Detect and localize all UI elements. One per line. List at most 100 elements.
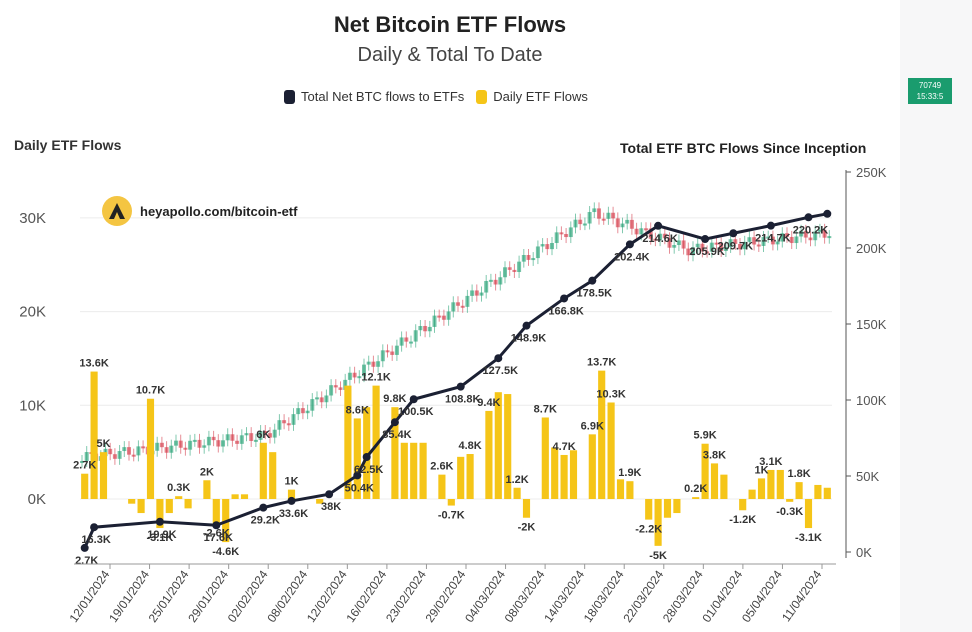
daily-bar	[598, 370, 606, 499]
candle-body	[230, 434, 235, 441]
daily-bar	[99, 452, 108, 499]
daily-data-label: 2K	[200, 466, 214, 478]
daily-data-label: -3.1K	[146, 532, 173, 544]
cumulative-data-label: 85.4K	[382, 429, 411, 441]
cumulative-data-label: 38K	[321, 501, 341, 513]
candle-body	[714, 242, 719, 245]
candle-body	[493, 279, 498, 285]
candle-body	[747, 237, 752, 242]
candle-body	[451, 302, 456, 312]
candle-body	[376, 361, 381, 367]
candle-body	[611, 212, 616, 219]
candle-body	[122, 447, 127, 452]
candle-body	[606, 212, 611, 219]
candle-body	[188, 440, 193, 450]
legend-label-total: Total Net BTC flows to ETFs	[301, 89, 465, 104]
right-tick-label: 150K	[856, 317, 887, 332]
brand-watermark: heyapollo.com/bitcoin-etf	[102, 196, 297, 226]
candle-body	[597, 208, 601, 219]
cumulative-point	[409, 395, 418, 404]
brand-text: heyapollo.com/bitcoin-etf	[140, 203, 298, 219]
daily-data-label: 8.7K	[534, 403, 557, 415]
cumulative-data-label: 209.7K	[718, 240, 754, 252]
candle-body	[573, 219, 578, 228]
daily-bar	[541, 417, 549, 499]
daily-data-label: 1.9K	[618, 467, 641, 479]
x-tick-label: 11/04/2024	[779, 567, 825, 624]
candle-body	[803, 230, 808, 238]
daily-bar	[513, 487, 521, 499]
candle-body	[738, 243, 742, 250]
candle-body	[733, 239, 738, 244]
cumulative-point	[353, 471, 362, 480]
daily-bar	[316, 499, 324, 504]
daily-bar	[419, 442, 427, 499]
candle-body	[667, 238, 672, 248]
daily-data-label: 2.6K	[430, 461, 453, 473]
candle-body	[676, 240, 681, 246]
cumulative-point	[362, 453, 371, 461]
daily-bar	[344, 385, 352, 499]
candle-body	[338, 387, 343, 390]
candle-body	[357, 376, 362, 379]
candle-body	[672, 245, 677, 248]
candle-body	[639, 228, 644, 235]
daily-bar	[645, 499, 653, 520]
daily-bar	[748, 489, 756, 499]
candle-body	[394, 345, 399, 355]
daily-bar	[626, 481, 634, 499]
cumulative-point	[701, 235, 710, 244]
daily-bar	[175, 496, 183, 499]
daily-data-label: 4.8K	[458, 440, 481, 452]
candle-body	[404, 337, 409, 342]
candle-body	[286, 423, 291, 426]
side-panel	[900, 0, 972, 632]
candle-body	[192, 439, 197, 442]
cumulative-point	[522, 321, 531, 330]
daily-data-label: -5K	[649, 550, 667, 562]
candle-body	[550, 243, 554, 250]
cumulative-point	[456, 382, 465, 391]
daily-bar	[81, 473, 89, 499]
cumulative-data-label: 166.8K	[548, 305, 584, 317]
cumulative-data-label: 100.5K	[398, 406, 434, 418]
cumulative-data-label: 202.4K	[614, 251, 650, 263]
daily-data-label: -0.3K	[776, 506, 803, 518]
chart-title: Net Bitcoin ETF Flows	[333, 12, 567, 37]
candle-body	[413, 330, 418, 342]
cumulative-point	[766, 221, 775, 230]
candle-body	[249, 433, 254, 441]
daily-data-label: 13.7K	[587, 357, 616, 369]
daily-data-label: 1.8K	[787, 468, 810, 480]
candle-body	[310, 399, 315, 411]
candle-body	[719, 243, 724, 251]
candle-body	[441, 315, 446, 320]
right-tick-label: 0K	[856, 545, 872, 560]
candle-body	[578, 219, 583, 225]
candle-body	[258, 431, 263, 440]
right-tick-label: 250K	[856, 165, 887, 180]
candle-body	[756, 244, 761, 247]
candle-body	[582, 223, 587, 226]
candle-body	[80, 460, 84, 463]
candle-body	[84, 452, 89, 461]
cumulative-point	[325, 490, 334, 499]
left-tick-label: 30K	[19, 210, 46, 227]
candle-body	[460, 305, 465, 308]
daily-bar	[692, 497, 700, 499]
candle-body	[728, 239, 733, 247]
cumulative-point	[90, 523, 99, 532]
candle-body	[700, 243, 705, 252]
cumulative-point	[804, 213, 813, 222]
left-tick-label: 20K	[19, 304, 46, 321]
cumulative-point	[259, 503, 268, 512]
candle-body	[817, 229, 822, 232]
daily-data-label: 6.9K	[581, 420, 604, 432]
daily-bar	[569, 450, 578, 499]
daily-data-label: 5.9K	[693, 430, 716, 442]
daily-bar	[795, 482, 803, 499]
price-time: 15:33:5	[916, 92, 944, 101]
candle-body	[474, 290, 479, 296]
candle-body	[822, 229, 827, 238]
candle-body	[808, 237, 813, 241]
